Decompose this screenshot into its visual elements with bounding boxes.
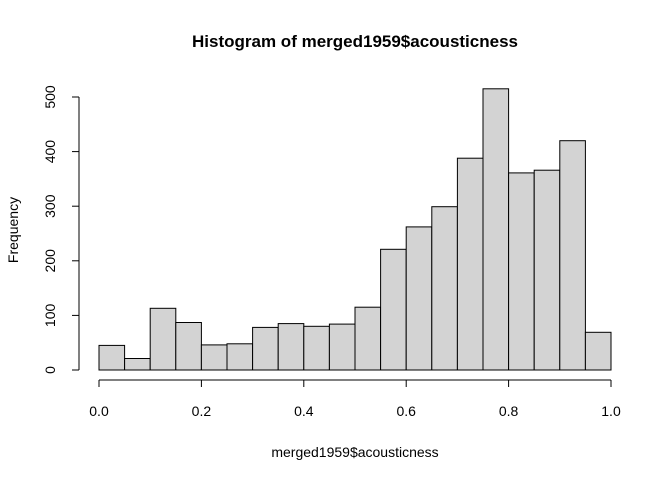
x-tick-label: 0.8	[499, 403, 519, 419]
histogram-bar	[354, 306, 382, 371]
y-tick-label: 0	[42, 366, 58, 374]
histogram-bar	[175, 322, 202, 371]
histogram-bar	[482, 88, 510, 371]
histogram-bar	[200, 344, 228, 371]
y-axis-label: Frequency	[5, 197, 21, 263]
histogram-bar	[328, 323, 356, 371]
histogram-bar	[584, 331, 612, 371]
x-axis-label: merged1959$acousticness	[271, 444, 438, 460]
histogram-bar	[508, 172, 535, 371]
x-tick-label: 0.2	[192, 403, 212, 419]
histogram-bar	[124, 358, 151, 371]
x-tick-label: 1.0	[601, 403, 621, 419]
y-tick-label: 200	[42, 249, 58, 273]
histogram-bar	[456, 157, 484, 371]
y-tick-label: 100	[42, 304, 58, 328]
histogram-bar	[149, 307, 177, 371]
histogram-bar	[252, 326, 279, 371]
histogram-bar	[405, 226, 433, 371]
histogram-bar	[98, 344, 126, 371]
histogram-bar	[559, 140, 586, 371]
y-tick-label: 500	[42, 85, 58, 109]
bars-group	[98, 88, 612, 371]
histogram-bar	[226, 343, 254, 371]
x-axis: 0.0 0.2 0.4 0.6 0.8 1.0	[89, 379, 621, 419]
histogram-bar	[431, 206, 458, 371]
y-tick-label: 400	[42, 140, 58, 164]
histogram-bar	[533, 169, 561, 371]
y-axis: 0 100 200 300 400 500	[42, 85, 80, 374]
y-tick-label: 300	[42, 194, 58, 218]
histogram-bar	[277, 323, 305, 371]
histogram-bar	[380, 248, 407, 371]
x-tick-label: 0.6	[396, 403, 416, 419]
x-tick-label: 0.0	[89, 403, 109, 419]
x-tick-label: 0.4	[294, 403, 314, 419]
histogram-bar	[303, 325, 330, 371]
chart-title: Histogram of merged1959$acousticness	[192, 32, 518, 51]
